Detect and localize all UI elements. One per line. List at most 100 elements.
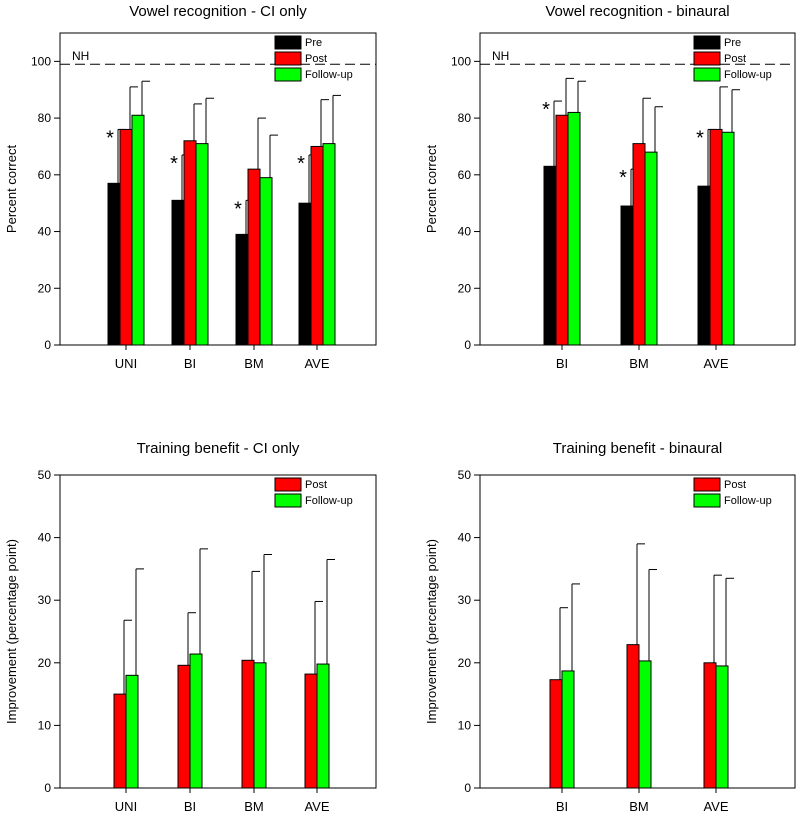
x-tick-label-bi: BI (556, 799, 568, 814)
bar-post-bi (549, 679, 563, 789)
significance-star-uni: * (106, 127, 114, 149)
chart-panel-3: Training benefit - CI only 0 10 20 30 40 50 Imp… (4, 440, 377, 814)
bar-follow-up-bm (638, 660, 652, 789)
bar-post-bm (241, 659, 255, 789)
x-tick-label-bm: BM (629, 799, 649, 814)
bar-follow-up-bi (195, 143, 209, 346)
bar-post-ave (304, 673, 318, 789)
y-tick-label: 100 (31, 54, 51, 68)
bar-pre-uni (107, 182, 121, 346)
bar-post-bm (247, 168, 261, 346)
nh-label: NH (72, 49, 89, 63)
legend-swatch-pre (274, 35, 302, 50)
plot-frame (59, 474, 377, 789)
y-tick-label: 0 (44, 338, 51, 352)
significance-star-bm: * (619, 167, 627, 189)
bar-post-uni (113, 693, 127, 789)
bar-follow-up-ave (721, 131, 735, 346)
legend-swatch-follow-up (693, 67, 721, 82)
y-tick-label: 30 (458, 593, 472, 607)
y-tick-label: 50 (38, 468, 52, 482)
y-tick-label: 0 (44, 781, 51, 795)
legend-label-follow-up: Follow-up (724, 69, 772, 81)
y-tick-label: 20 (38, 281, 52, 295)
y-tick-label: 80 (458, 111, 472, 125)
x-tick-label-ave: AVE (703, 356, 728, 371)
bar-post-bi (177, 664, 191, 789)
bar-post-bi (183, 140, 197, 346)
chart-panel-4: Training benefit - binaural 0 10 20 30 40 50 Im… (424, 440, 796, 814)
y-tick-label: 50 (458, 468, 472, 482)
legend-swatch-post (274, 477, 302, 492)
x-tick-label-bi: BI (184, 799, 196, 814)
bar-follow-up-ave (316, 663, 330, 789)
legend-swatch-post (693, 51, 721, 66)
chart-title: Vowel recognition - binaural (545, 3, 729, 20)
y-tick-label: 10 (38, 718, 52, 732)
x-tick-label-ave: AVE (304, 799, 329, 814)
nh-label: NH (492, 49, 509, 63)
bar-follow-up-bi (561, 670, 575, 789)
chart-panel-2: Vowel recognition - binaural 0 20 40 60 80 100… (424, 3, 796, 371)
significance-star-bi: * (542, 99, 550, 121)
y-tick-label: 30 (38, 593, 52, 607)
y-axis-label: Improvement (percentage point) (4, 539, 19, 724)
legend-swatch-follow-up (693, 493, 721, 508)
legend-swatch-post (274, 51, 302, 66)
legend-swatch-pre (693, 35, 721, 50)
y-tick-label: 100 (451, 54, 471, 68)
x-tick-label-bm: BM (244, 356, 264, 371)
bar-follow-up-bm (253, 662, 267, 789)
y-tick-label: 20 (38, 656, 52, 670)
x-tick-label-bi: BI (556, 356, 568, 371)
y-tick-label: 20 (458, 656, 472, 670)
bar-post-uni (119, 128, 133, 346)
bar-post-ave (709, 128, 723, 346)
y-axis-label: Percent correct (424, 145, 439, 234)
bar-post-bm (632, 143, 646, 346)
legend-label-post: Post (305, 479, 327, 491)
y-tick-label: 60 (38, 168, 52, 182)
legend-label-post: Post (724, 479, 746, 491)
y-tick-label: 20 (458, 281, 472, 295)
bar-follow-up-ave (715, 665, 729, 789)
bar-follow-up-bm (259, 177, 273, 346)
bar-post-bi (555, 114, 569, 346)
bar-follow-up-bm (644, 151, 658, 346)
chart-panel-1: Vowel recognition - CI only 0 20 40 60 80 100 P… (4, 3, 377, 371)
legend-swatch-post (693, 477, 721, 492)
x-tick-label-uni: UNI (115, 356, 137, 371)
significance-star-ave: * (696, 127, 704, 149)
bar-follow-up-ave (322, 143, 336, 346)
y-tick-label: 0 (464, 781, 471, 795)
x-tick-label-ave: AVE (703, 799, 728, 814)
legend-label-pre: Pre (305, 37, 322, 49)
legend-label-post: Post (724, 53, 746, 65)
legend-swatch-follow-up (274, 67, 302, 82)
bar-post-ave (310, 145, 324, 346)
x-tick-label-ave: AVE (304, 356, 329, 371)
legend-label-post: Post (305, 53, 327, 65)
legend-label-follow-up: Follow-up (305, 495, 353, 507)
x-tick-label-bm: BM (244, 799, 264, 814)
significance-star-bi: * (170, 153, 178, 175)
x-tick-label-bm: BM (629, 356, 649, 371)
legend-label-follow-up: Follow-up (305, 69, 353, 81)
x-tick-label-bi: BI (184, 356, 196, 371)
y-tick-label: 80 (38, 111, 52, 125)
y-tick-label: 60 (458, 168, 472, 182)
y-tick-label: 40 (38, 531, 52, 545)
y-axis-label: Improvement (percentage point) (424, 539, 439, 724)
bar-follow-up-uni (125, 674, 139, 789)
chart-title: Vowel recognition - CI only (129, 3, 307, 20)
y-tick-label: 10 (458, 718, 472, 732)
legend-label-pre: Pre (724, 37, 741, 49)
bar-pre-ave (298, 202, 312, 346)
bar-follow-up-bi (189, 653, 203, 789)
y-tick-label: 0 (464, 338, 471, 352)
y-tick-label: 40 (458, 531, 472, 545)
legend-label-follow-up: Follow-up (724, 495, 772, 507)
bar-pre-bi (543, 165, 557, 346)
y-tick-label: 40 (458, 225, 472, 239)
